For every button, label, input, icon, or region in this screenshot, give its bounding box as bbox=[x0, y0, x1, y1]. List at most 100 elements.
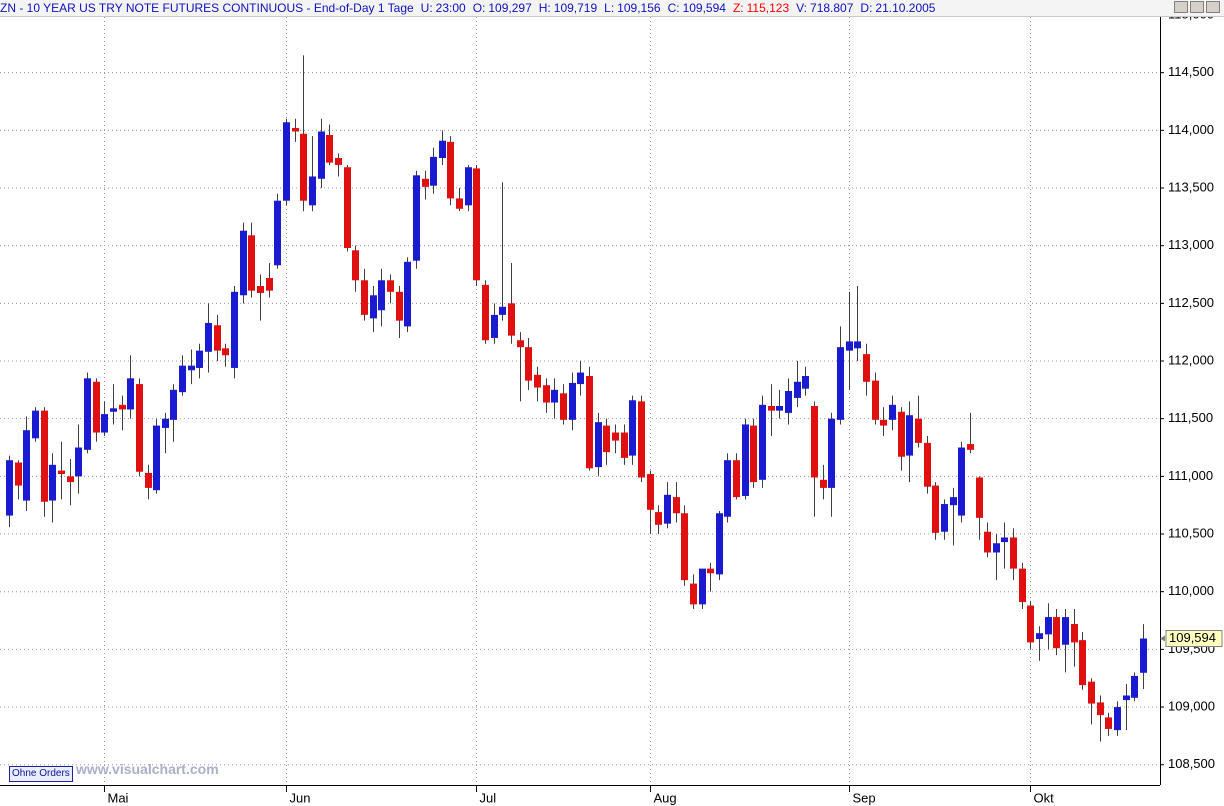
candle-body bbox=[1036, 633, 1043, 639]
header-value: 109,719 bbox=[553, 1, 598, 15]
candle-body bbox=[733, 460, 740, 498]
grid bbox=[0, 14, 1160, 785]
candle-body bbox=[465, 167, 472, 206]
candle-body bbox=[231, 291, 238, 368]
candle-body bbox=[551, 389, 558, 403]
header-items: U: 23:00 O: 109,297 H: 109,719 L: 109,156 C: 109,… bbox=[414, 1, 936, 15]
close-button[interactable] bbox=[1206, 1, 1220, 13]
header-value: 109,156 bbox=[617, 1, 661, 15]
candle-body bbox=[1131, 675, 1138, 698]
minimize-button[interactable] bbox=[1174, 1, 1188, 13]
candle-body bbox=[984, 531, 991, 553]
header-label: Z: bbox=[732, 1, 744, 15]
candle-body bbox=[84, 378, 91, 450]
candle-body bbox=[776, 405, 783, 411]
candle-body bbox=[932, 485, 939, 533]
candle-body bbox=[1019, 568, 1026, 603]
candle-body bbox=[976, 477, 983, 518]
candle-body bbox=[1105, 717, 1112, 729]
candle-body bbox=[690, 583, 697, 605]
candle-body bbox=[499, 306, 506, 315]
candle-body bbox=[214, 325, 221, 351]
candle-body bbox=[75, 447, 82, 477]
y-tick-label: 109,000 bbox=[1168, 698, 1215, 713]
x-tick-label: Jun bbox=[290, 790, 311, 805]
candle-body bbox=[837, 347, 844, 420]
candle-body bbox=[283, 122, 290, 201]
candle-body bbox=[422, 178, 429, 187]
candle-body bbox=[1123, 695, 1130, 701]
ohne-orders-button[interactable]: Ohne Orders bbox=[9, 766, 73, 782]
candle-body bbox=[162, 418, 169, 428]
candle-body bbox=[794, 381, 801, 398]
candle-body bbox=[915, 418, 922, 443]
header-label: U: bbox=[420, 1, 433, 15]
y-tick-label: 111,000 bbox=[1168, 468, 1213, 483]
candle-body bbox=[750, 425, 757, 483]
header-label: V: bbox=[796, 1, 808, 15]
candle-body bbox=[41, 410, 48, 502]
candle-body bbox=[326, 134, 333, 163]
y-tick-label: 113,500 bbox=[1168, 179, 1214, 194]
candle-body bbox=[67, 476, 74, 483]
watermark: www.visualchart.com bbox=[76, 761, 219, 777]
maximize-button[interactable] bbox=[1190, 1, 1204, 13]
candle-body bbox=[1053, 617, 1060, 649]
candle-body bbox=[1045, 617, 1052, 635]
candle-body bbox=[993, 543, 1000, 553]
header-title: ZN - 10 YEAR US TRY NOTE FUTURES CONTINU… bbox=[0, 1, 414, 15]
candle-body bbox=[828, 418, 835, 488]
candle-body bbox=[240, 230, 247, 296]
candle-body bbox=[119, 404, 126, 410]
candle-body bbox=[473, 168, 480, 281]
header-label: L: bbox=[604, 1, 615, 15]
candle-body bbox=[898, 411, 905, 457]
window-buttons bbox=[1174, 1, 1220, 13]
candle-body bbox=[361, 280, 368, 315]
candle-body bbox=[802, 376, 809, 389]
candle-body bbox=[93, 381, 100, 433]
candle-body bbox=[1079, 640, 1086, 686]
x-tick-label: Jul bbox=[480, 790, 497, 805]
candle-body bbox=[58, 470, 65, 475]
y-tick-label: 110,500 bbox=[1168, 525, 1214, 540]
last-price-box bbox=[1165, 630, 1223, 648]
candle-body bbox=[1062, 617, 1069, 645]
y-tick-label: 111,500 bbox=[1168, 410, 1213, 425]
candle-body bbox=[482, 284, 489, 341]
candle-body bbox=[396, 291, 403, 321]
candle-body bbox=[456, 198, 463, 209]
candle-body bbox=[127, 378, 134, 410]
candle-body bbox=[1088, 681, 1095, 704]
candle-body bbox=[1097, 702, 1104, 716]
candle-body bbox=[612, 432, 619, 441]
candle-body bbox=[266, 277, 273, 291]
header-label: O: bbox=[472, 1, 486, 15]
candle-body bbox=[603, 425, 610, 453]
x-tick-label: Aug bbox=[654, 790, 677, 805]
candle-body bbox=[724, 460, 731, 517]
candle-body bbox=[811, 405, 818, 478]
candle-body bbox=[1001, 537, 1008, 543]
candle-body bbox=[370, 295, 377, 319]
candle-body bbox=[23, 430, 30, 501]
candle-body bbox=[768, 405, 775, 411]
candle-body bbox=[145, 472, 152, 488]
candle-body bbox=[49, 464, 56, 501]
y-tick-label: 110,000 bbox=[1168, 583, 1214, 598]
candle-body bbox=[586, 376, 593, 469]
x-tick-label: Sep bbox=[853, 790, 876, 805]
candle-body bbox=[188, 365, 195, 371]
candle-body bbox=[742, 424, 749, 496]
plot-area bbox=[0, 17, 1160, 785]
candle-body bbox=[664, 494, 671, 524]
header-value: 115,123 bbox=[746, 1, 790, 15]
candle-body bbox=[179, 365, 186, 393]
candle-body bbox=[681, 513, 688, 581]
candle-body bbox=[759, 404, 766, 480]
candle-body bbox=[785, 391, 792, 413]
candle-body bbox=[906, 415, 913, 456]
candle-body bbox=[1140, 638, 1147, 673]
x-tick-label: Okt bbox=[1034, 790, 1055, 805]
candle-body bbox=[517, 340, 524, 348]
